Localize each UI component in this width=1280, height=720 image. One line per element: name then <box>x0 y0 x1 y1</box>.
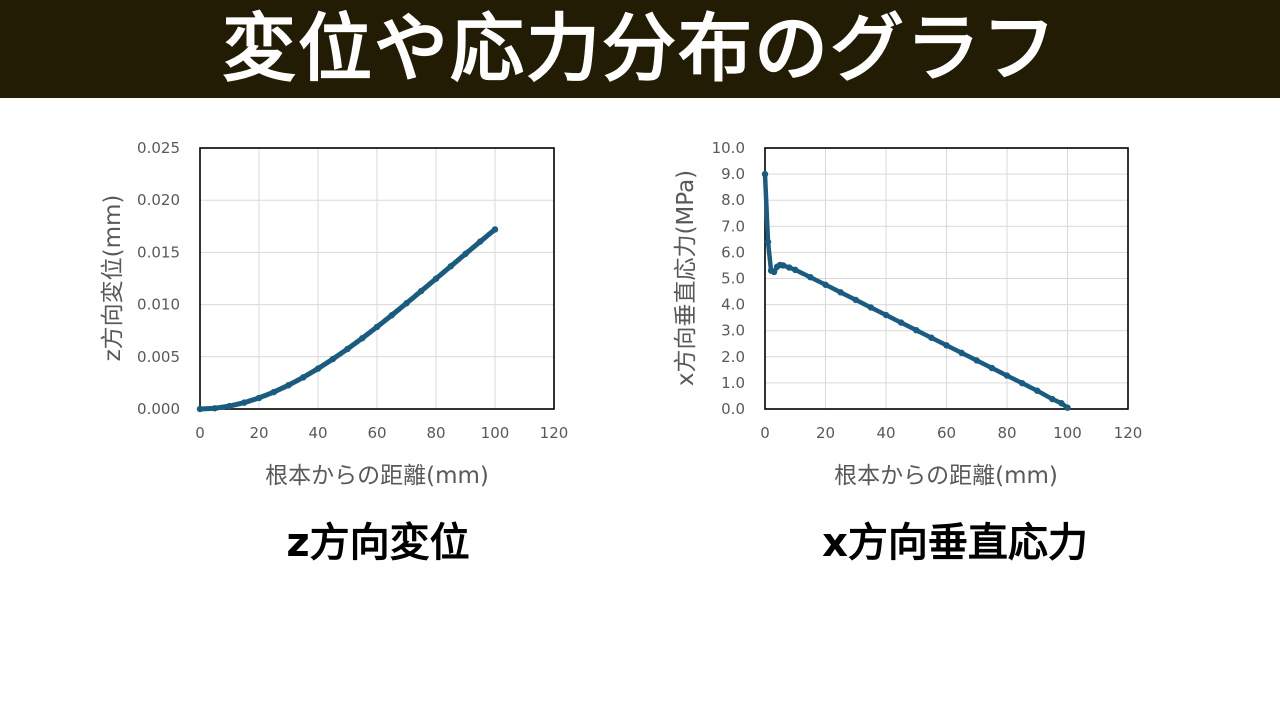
caption-z-displacement: z方向変位 <box>286 520 470 566</box>
data-point <box>462 250 469 258</box>
data-point <box>882 311 890 319</box>
chart-z-displacement: z方向変位(mm) 根本からの距離(mm) 0 20 40 60 80 100 120 0.0… <box>100 139 568 489</box>
x-tick-label: 120 <box>1114 424 1143 442</box>
series-line <box>197 226 498 412</box>
data-point <box>241 399 248 406</box>
x-axis-title: 根本からの距離(mm) <box>834 463 1058 489</box>
x-tick-label: 20 <box>816 424 835 442</box>
data-point <box>837 289 844 296</box>
data-point <box>447 263 454 270</box>
data-point <box>344 345 351 353</box>
gridlines <box>764 147 1129 410</box>
x-tick-label: 80 <box>426 424 445 442</box>
data-point <box>314 365 322 372</box>
x-tick-label: 0 <box>195 424 205 442</box>
plot-frame <box>764 147 1129 410</box>
data-point <box>822 281 829 288</box>
data-point <box>1049 395 1056 403</box>
y-tick-label: 0.025 <box>137 139 180 157</box>
y-tick-label: 0.020 <box>137 191 180 209</box>
data-point <box>255 394 263 402</box>
y-tick-label: 0.0 <box>721 400 745 418</box>
y-tick-label: 8.0 <box>721 191 745 209</box>
data-point <box>270 388 277 396</box>
data-point <box>491 226 499 233</box>
data-point <box>285 381 292 389</box>
data-point <box>211 405 218 412</box>
data-point <box>867 304 875 311</box>
y-tick-label: 7.0 <box>721 217 745 235</box>
y-tick-label: 0.005 <box>137 348 180 366</box>
y-axis-title: z方向変位(mm) <box>100 195 126 362</box>
y-tick-label: 0.010 <box>137 296 180 314</box>
series-line <box>762 171 1070 410</box>
data-point <box>1003 372 1011 379</box>
banner-title: 変位や応力分布のグラフ <box>222 6 1058 92</box>
data-point <box>897 319 905 326</box>
x-tick-label: 100 <box>481 424 510 442</box>
x-tick-label: 0 <box>760 424 770 442</box>
data-point <box>477 238 484 245</box>
data-point <box>300 374 307 381</box>
data-point <box>786 264 793 271</box>
data-point <box>1034 387 1041 394</box>
x-tick-label: 60 <box>367 424 386 442</box>
x-tick-label: 40 <box>876 424 895 442</box>
data-point <box>1058 400 1065 407</box>
y-tick-label: 0.015 <box>137 243 180 261</box>
y-tick-label: 5.0 <box>721 270 745 288</box>
y-tick-label: 2.0 <box>721 348 745 366</box>
caption-x-stress: x方向垂直応力 <box>822 520 1088 566</box>
x-tick-label: 60 <box>937 424 956 442</box>
gridlines <box>199 147 555 410</box>
data-point <box>359 335 366 342</box>
data-point <box>1064 404 1071 411</box>
data-point <box>943 342 950 349</box>
data-point <box>770 268 778 276</box>
y-tick-label: 1.0 <box>721 374 745 392</box>
data-point <box>779 262 787 269</box>
y-tick-label: 6.0 <box>721 243 745 261</box>
x-tick-label: 80 <box>997 424 1016 442</box>
y-tick-label: 9.0 <box>721 165 745 183</box>
data-point <box>807 273 814 281</box>
data-point <box>764 238 772 246</box>
x-tick-label: 100 <box>1053 424 1082 442</box>
x-tick-label: 20 <box>249 424 268 442</box>
data-point <box>388 312 395 319</box>
data-point <box>973 357 980 364</box>
y-tick-label: 10.0 <box>712 139 745 157</box>
data-point <box>988 364 996 372</box>
y-tick-label: 3.0 <box>721 322 745 340</box>
data-point <box>852 296 859 304</box>
data-point <box>329 355 336 363</box>
data-point <box>196 405 204 413</box>
x-axis-title: 根本からの距離(mm) <box>265 463 489 489</box>
data-point <box>792 266 799 274</box>
data-point <box>761 170 769 178</box>
y-tick-label: 0.000 <box>137 400 180 418</box>
data-point <box>928 334 935 341</box>
data-point <box>913 326 920 334</box>
x-tick-label: 120 <box>540 424 569 442</box>
data-point <box>958 349 965 357</box>
data-point <box>1018 379 1026 387</box>
data-point <box>403 300 410 307</box>
chart-x-normal-stress: x方向垂直応力(MPa) 根本からの距離(mm) 0 20 40 60 80 100 120… <box>673 139 1142 489</box>
plot-frame <box>199 147 555 410</box>
data-point <box>418 287 425 295</box>
data-point <box>226 402 233 410</box>
data-point <box>432 275 440 282</box>
title-banner: 変位や応力分布のグラフ <box>0 0 1280 98</box>
y-axis-title: x方向垂直応力(MPa) <box>673 170 699 386</box>
data-point <box>373 323 381 331</box>
x-tick-label: 40 <box>308 424 327 442</box>
y-tick-label: 4.0 <box>721 296 745 314</box>
